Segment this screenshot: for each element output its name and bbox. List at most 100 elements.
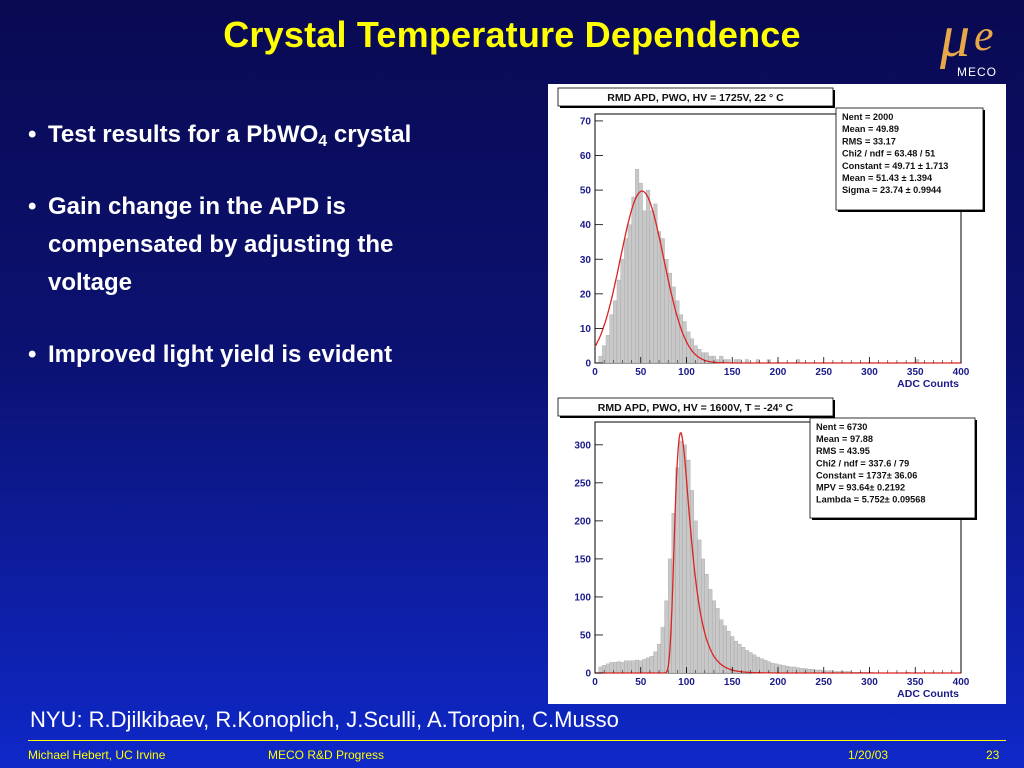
x-tick-label: 350: [907, 367, 924, 378]
x-tick-label: 400: [953, 367, 970, 378]
histogram-bar: [700, 558, 705, 674]
histogram-chart-1600v: 0 50 100 150 200 250 300 350 400 0 50 100 150 200 250 3…: [557, 397, 977, 700]
histogram-bar: [657, 643, 662, 674]
stats-line: Mean = 51.43 ± 1.394: [842, 173, 933, 183]
histogram-bar: [770, 662, 775, 674]
histogram-bar: [708, 589, 713, 674]
x-tick-label: 100: [678, 367, 695, 378]
chart-title: RMD APD, PWO, HV = 1725V, 22 ° C: [607, 92, 784, 104]
footer-date: 1/20/03: [848, 748, 889, 762]
histogram-bar: [759, 658, 764, 674]
histogram-bar: [657, 231, 662, 364]
stats-line: Mean = 49.89: [842, 124, 899, 134]
histogram-bar: [609, 314, 614, 364]
histogram-bar: [620, 259, 625, 364]
bullet-dot: •: [28, 341, 37, 368]
histogram-bar: [788, 666, 793, 674]
histogram-bar: [781, 665, 786, 674]
slide-title: Crystal Temperature Dependence: [223, 14, 801, 55]
histogram-bar: [598, 355, 603, 364]
histogram-bar: [755, 656, 760, 674]
y-tick-label: 60: [580, 151, 592, 162]
y-tick-label: 40: [580, 220, 592, 231]
y-tick-label: 0: [585, 359, 591, 370]
histogram-bar: [719, 355, 724, 364]
y-tick-label: 300: [574, 440, 591, 451]
y-tick-label: 10: [580, 324, 592, 335]
histogram-bar: [609, 662, 614, 674]
credits-line: NYU: R.Djilkibaev, R.Konoplich, J.Sculli…: [30, 707, 619, 732]
y-tick-label: 250: [574, 478, 591, 489]
figure-panel: 0 50 100 150 200 250 300 350 400 0 10 20 30 40 50 60 70 A…: [548, 84, 1006, 704]
histogram-bar: [638, 183, 643, 364]
bullet-item: • Test results for a PbWO4 crystal: [28, 116, 528, 154]
histogram-bar: [635, 659, 640, 674]
histogram-bar: [642, 210, 647, 364]
stats-box: [835, 107, 984, 211]
bullet-list: • Test results for a PbWO4 crystal • Gai…: [28, 116, 528, 408]
x-tick-label: 0: [592, 367, 598, 378]
footer-author: Michael Hebert, UC Irvine: [28, 748, 166, 762]
histogram-bar: [679, 440, 683, 674]
x-tick-label: 100: [678, 677, 695, 688]
stats-line: Mean = 97.88: [816, 434, 873, 444]
y-tick-label: 0: [585, 669, 591, 680]
bullet-dot: •: [28, 193, 37, 220]
x-tick-label: 250: [815, 677, 832, 688]
svg-text:μ: μ: [939, 4, 970, 69]
histogram-bar: [693, 520, 698, 674]
x-tick-label: 50: [635, 367, 647, 378]
histogram-bar: [704, 573, 709, 674]
histogram-bar: [737, 643, 742, 674]
chart-title: RMD APD, PWO, HV = 1600V, T = -24° C: [598, 402, 794, 414]
histogram-bar: [748, 652, 753, 674]
histogram-bar: [796, 667, 801, 674]
histogram-bar: [627, 224, 632, 364]
title-box: [557, 87, 834, 107]
x-tick-label: 300: [861, 677, 878, 688]
y-tick-label: 50: [580, 630, 592, 641]
histogram-bar: [664, 600, 669, 674]
meco-logo: μ e MECO: [939, 4, 996, 79]
stats-line: RMS = 33.17: [842, 136, 896, 146]
y-tick-label: 100: [574, 592, 591, 603]
x-tick-label: 200: [770, 677, 787, 688]
histogram-bar: [631, 196, 636, 364]
histogram-bar: [799, 668, 804, 674]
y-tick-label: 150: [574, 554, 591, 565]
title-box: [557, 397, 834, 417]
footer-talk: MECO R&D Progress: [268, 748, 385, 762]
x-tick-label: 300: [861, 367, 878, 378]
y-tick-label: 30: [580, 255, 592, 266]
histogram-bar: [763, 659, 768, 674]
y-tick-label: 50: [580, 186, 592, 197]
x-tick-label: 400: [953, 677, 970, 688]
bullet-dot: •: [28, 121, 37, 148]
histogram-bar: [675, 300, 680, 364]
x-tick-label: 200: [770, 367, 787, 378]
histogram-bar: [649, 656, 654, 674]
svg-text:e: e: [974, 11, 994, 60]
stats-line: Constant = 1737± 36.06: [816, 470, 917, 480]
stats-line: RMS = 43.95: [816, 446, 870, 456]
y-tick-label: 200: [574, 516, 591, 527]
x-tick-label: 150: [724, 367, 741, 378]
histogram-bar: [649, 210, 654, 364]
stats-line: Lambda = 5.752± 0.09568: [816, 495, 926, 505]
histogram-bar: [624, 660, 629, 674]
histogram-bar: [744, 650, 749, 674]
stats-line: Constant = 49.71 ± 1.713: [842, 161, 948, 171]
bullet-item: • Gain change in the APD is compensated …: [28, 188, 468, 302]
histogram-bar: [653, 651, 658, 674]
histogram-bar: [741, 646, 746, 674]
stats-line: Nent = 2000: [842, 112, 893, 122]
histogram-bar: [613, 300, 618, 364]
histogram-bar: [613, 662, 618, 674]
footer-rule: [28, 740, 1006, 741]
histogram-bar: [616, 661, 621, 674]
histogram-bar: [777, 664, 782, 674]
histogram-bar: [774, 663, 779, 674]
histogram-bar: [660, 627, 665, 674]
histogram-bar: [616, 279, 621, 364]
histogram-bar: [733, 640, 738, 674]
